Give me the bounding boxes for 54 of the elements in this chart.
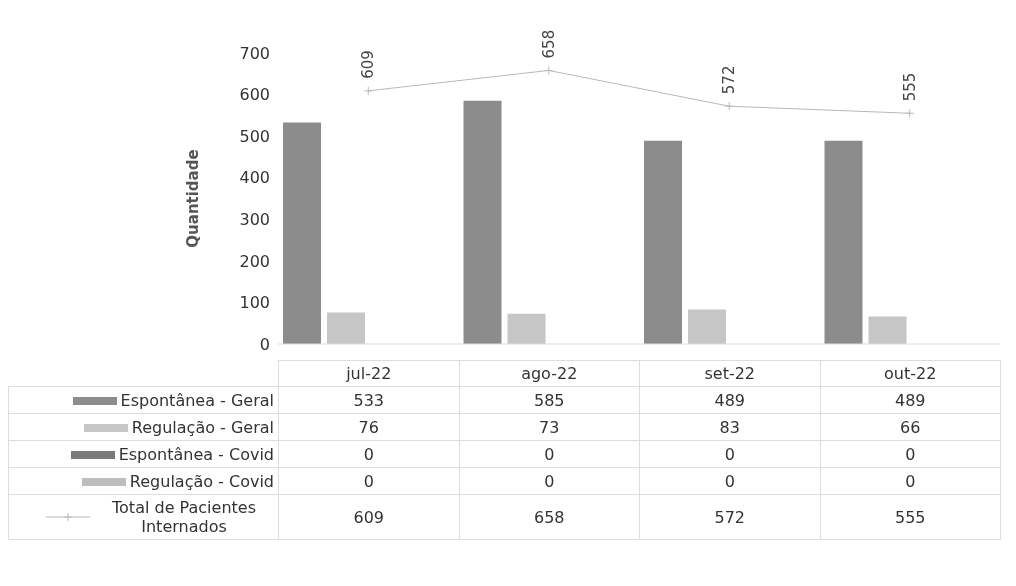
x-tick-label: set-22 bbox=[639, 360, 820, 387]
data-label: 555 bbox=[820, 494, 1001, 540]
point bbox=[905, 108, 915, 118]
bar bbox=[507, 313, 546, 344]
data-label: 489 bbox=[820, 386, 1001, 414]
legend-label: Espontânea - Geral bbox=[120, 391, 274, 410]
data-label: 572 bbox=[639, 494, 820, 540]
data-label: 73 bbox=[459, 413, 640, 441]
y-tick-label: 200 bbox=[239, 251, 270, 271]
data-label: 0 bbox=[278, 467, 459, 495]
x-tick-label: ago-22 bbox=[459, 360, 640, 387]
data-label: 0 bbox=[820, 467, 1001, 495]
y-axis-title: Quantidade bbox=[184, 149, 203, 248]
data-label: 0 bbox=[639, 467, 820, 495]
y-tick-label: 300 bbox=[239, 209, 270, 229]
bar bbox=[283, 122, 321, 344]
data-label: 609 bbox=[278, 494, 459, 540]
data-label: 83 bbox=[639, 413, 820, 441]
data-label: 0 bbox=[820, 440, 1001, 468]
data-label: 0 bbox=[278, 440, 459, 468]
data-label: 0 bbox=[639, 440, 820, 468]
legend-label: Total de Pacientes Internados bbox=[111, 498, 257, 536]
legend-label: Espontânea - Covid bbox=[118, 445, 274, 464]
bar bbox=[327, 312, 365, 344]
text: 609 bbox=[359, 50, 378, 79]
text: 658 bbox=[539, 29, 558, 59]
point bbox=[724, 101, 734, 111]
x-tick-label: out-22 bbox=[820, 360, 1001, 387]
bar bbox=[688, 309, 726, 344]
data-label: 66 bbox=[820, 413, 1001, 441]
data-label: 0 bbox=[459, 440, 640, 468]
bar bbox=[644, 140, 682, 344]
text: 572 bbox=[720, 65, 739, 95]
y-tick-label: 400 bbox=[239, 168, 270, 188]
y-tick-label: 700 bbox=[239, 43, 270, 63]
data-label: 658 bbox=[459, 494, 640, 540]
legend-label: Regulação - Geral bbox=[131, 418, 274, 437]
point bbox=[363, 86, 373, 96]
y-tick-label: 500 bbox=[239, 126, 270, 146]
data-label: 0 bbox=[459, 467, 640, 495]
text: 555 bbox=[900, 72, 919, 102]
bar bbox=[824, 140, 863, 344]
y-tick-label: 0 bbox=[259, 334, 270, 354]
bar bbox=[463, 100, 502, 344]
bar bbox=[868, 316, 907, 344]
data-label: 585 bbox=[459, 386, 640, 414]
data-label: 533 bbox=[278, 386, 459, 414]
x-tick-label: jul-22 bbox=[278, 360, 459, 387]
y-tick-label: 100 bbox=[239, 293, 270, 313]
data-label: 76 bbox=[278, 413, 459, 441]
legend-label: Regulação - Covid bbox=[129, 472, 274, 491]
point bbox=[544, 65, 554, 75]
data-label: 489 bbox=[639, 386, 820, 414]
y-tick-label: 600 bbox=[239, 85, 270, 105]
